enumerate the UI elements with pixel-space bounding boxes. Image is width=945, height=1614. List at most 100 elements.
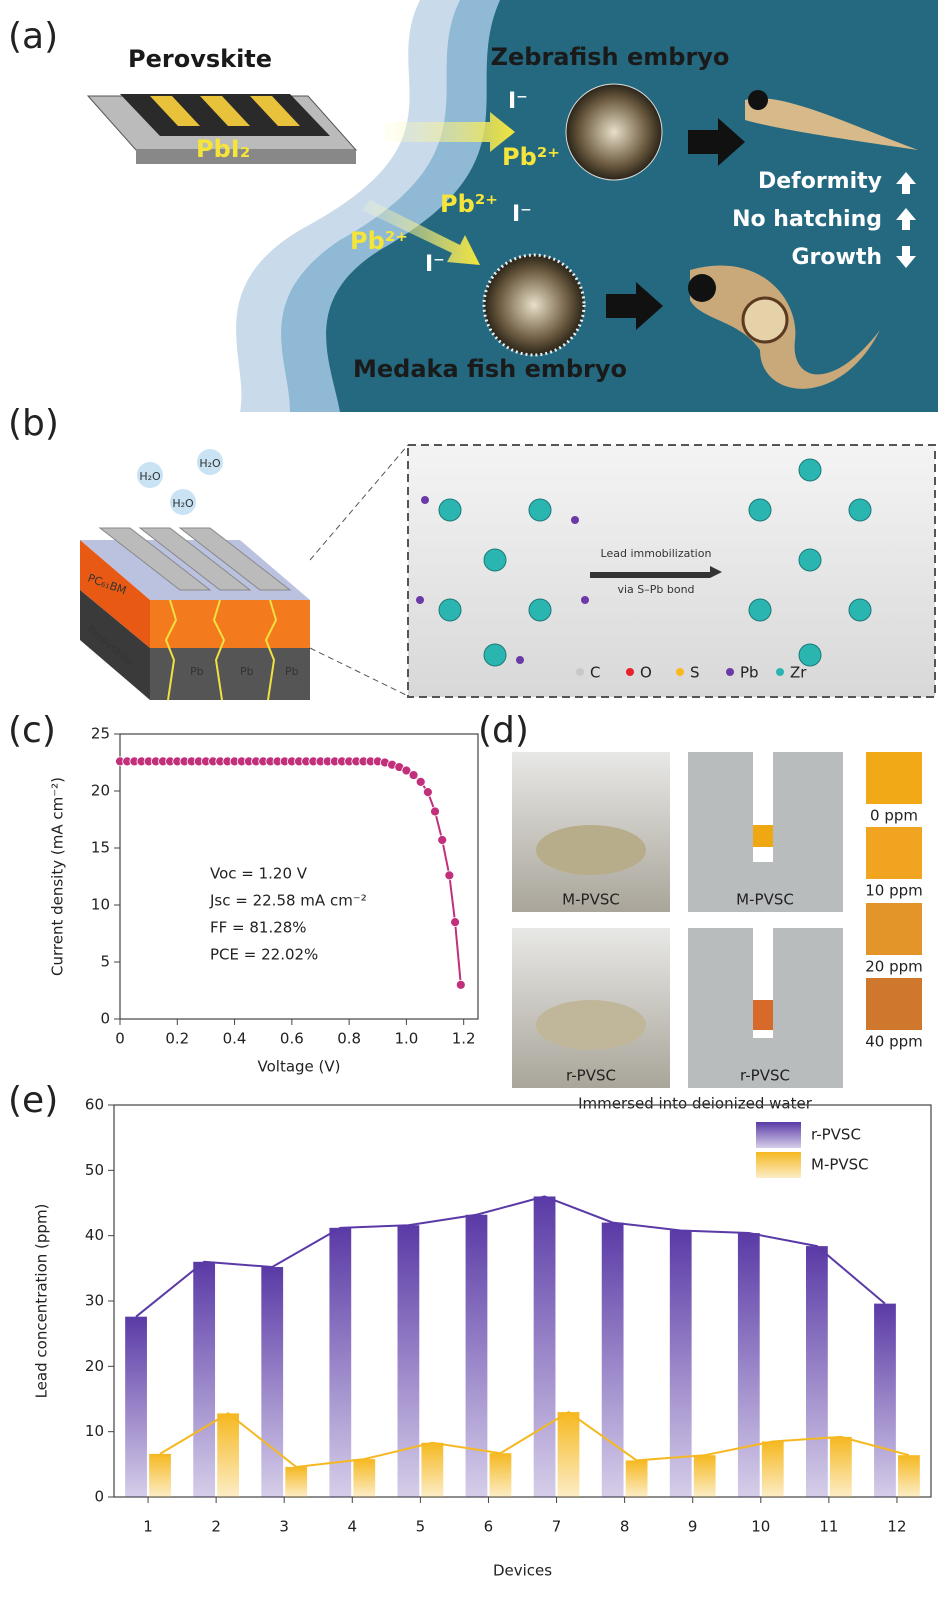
scale-label: 20 ppm	[865, 958, 923, 976]
legend-label: Pb	[740, 664, 759, 682]
bar	[353, 1459, 376, 1497]
pb-atom	[571, 516, 579, 524]
annotation: FF = 81.28%	[210, 919, 307, 937]
effect-label: No hatching	[732, 207, 882, 232]
device-label: Perovskite	[128, 45, 272, 73]
y-tick-label: 0	[94, 1488, 104, 1506]
marker	[408, 770, 419, 780]
arrow	[606, 282, 663, 330]
process-label: via S–Pb bond	[617, 583, 694, 596]
panel-d: (d) M-PVSC M-PVSC r-PVSC r-PVSC 0 ppm 10…	[478, 710, 923, 1113]
y-tick-label: 30	[85, 1292, 104, 1310]
pb-atom	[421, 496, 429, 504]
bar	[557, 1412, 580, 1497]
strip-pad	[753, 1000, 773, 1030]
y-tick-label: 50	[85, 1161, 104, 1179]
swatch	[866, 827, 922, 879]
zr-cluster	[483, 643, 507, 667]
bar	[489, 1453, 512, 1497]
legend-label: C	[590, 664, 600, 682]
ion: I⁻	[425, 252, 445, 277]
zr-cluster	[748, 498, 772, 522]
zr-cluster	[528, 598, 552, 622]
lead-label: Pb	[190, 665, 204, 678]
beaker	[536, 825, 646, 875]
legend-swatch	[756, 1152, 801, 1178]
zr-cluster	[483, 548, 507, 572]
pb-atom	[516, 656, 524, 664]
panel-label: (b)	[8, 403, 59, 444]
swatch	[866, 903, 922, 955]
y-axis-label: Lead concentration (ppm)	[33, 1204, 51, 1399]
bar	[465, 1214, 488, 1497]
larva-eye	[748, 90, 768, 110]
panel-label: (a)	[8, 16, 58, 57]
y-tick-label: 0	[100, 1010, 110, 1028]
x-tick-label: 0.2	[165, 1030, 189, 1048]
marker	[401, 765, 412, 776]
zebrafish-embryo	[565, 83, 663, 181]
x-axis-label: Voltage (V)	[258, 1058, 341, 1076]
legend-label: M-PVSC	[811, 1156, 869, 1174]
panel-a: (a) Perovskite PbI₂ I⁻ Pb²⁺ Pb²⁺ I⁻ Pb²⁺…	[8, 0, 939, 412]
x-tick-label: 4	[348, 1518, 358, 1536]
caption: M-PVSC	[736, 891, 794, 909]
source-label: PbI₂	[196, 135, 250, 163]
x-tick-label: 7	[552, 1518, 562, 1536]
marker	[455, 979, 466, 990]
arrow	[362, 200, 480, 265]
bar	[761, 1441, 784, 1497]
ion: Pb²⁺	[440, 190, 498, 218]
y-tick-label: 25	[91, 725, 110, 743]
y-tick-label: 60	[85, 1096, 104, 1114]
y-tick-label: 20	[85, 1357, 104, 1375]
yolk	[741, 296, 789, 344]
caption: r-PVSC	[740, 1067, 790, 1085]
electrodes	[150, 96, 300, 126]
x-tick-label: 3	[279, 1518, 289, 1536]
legend-swatch	[676, 668, 684, 676]
ion: I⁻	[512, 202, 532, 227]
x-tick-label: 5	[416, 1518, 426, 1536]
x-tick-label: 0	[115, 1030, 125, 1048]
arrow	[385, 112, 515, 152]
swatch	[866, 978, 922, 1030]
scale-label: 40 ppm	[865, 1033, 923, 1051]
bar	[329, 1227, 352, 1497]
legend-label: O	[640, 664, 652, 682]
annotation: Voc = 1.20 V	[210, 865, 308, 883]
x-tick-label: 1	[143, 1518, 153, 1536]
note: Immersed into deionized water	[578, 1095, 813, 1113]
panel-label: (c)	[8, 710, 56, 751]
arrow	[688, 118, 745, 166]
process-label: Lead immobilization	[601, 547, 712, 560]
water-label: H₂O	[139, 470, 161, 483]
zr-cluster	[438, 598, 462, 622]
bar	[669, 1230, 692, 1497]
bar	[193, 1261, 216, 1497]
zr-cluster	[798, 458, 822, 482]
bar	[397, 1225, 420, 1497]
zr-cluster	[438, 498, 462, 522]
legend-swatch	[576, 668, 584, 676]
x-tick-label: 1.2	[452, 1030, 476, 1048]
bar	[805, 1246, 828, 1497]
zoom-lines	[309, 444, 409, 697]
legend-swatch	[756, 1122, 801, 1148]
x-tick-label: 1.0	[394, 1030, 418, 1048]
medaka-label: Medaka fish embryo	[353, 355, 627, 383]
y-axis-label: Current density (mA cm⁻²)	[49, 777, 67, 976]
bar	[737, 1233, 760, 1497]
legend-label: S	[690, 664, 700, 682]
x-tick-label: 6	[484, 1518, 494, 1536]
effect-label: Deformity	[758, 169, 882, 194]
ion: Pb²⁺	[350, 227, 408, 255]
water-label: H₂O	[172, 497, 194, 510]
beaker	[536, 1000, 646, 1050]
legend-swatch	[776, 668, 784, 676]
bar	[829, 1436, 852, 1497]
scale-label: 0 ppm	[870, 807, 918, 825]
scale-label: 10 ppm	[865, 882, 923, 900]
effect-label: Growth	[791, 245, 882, 270]
caption: r-PVSC	[566, 1067, 616, 1085]
